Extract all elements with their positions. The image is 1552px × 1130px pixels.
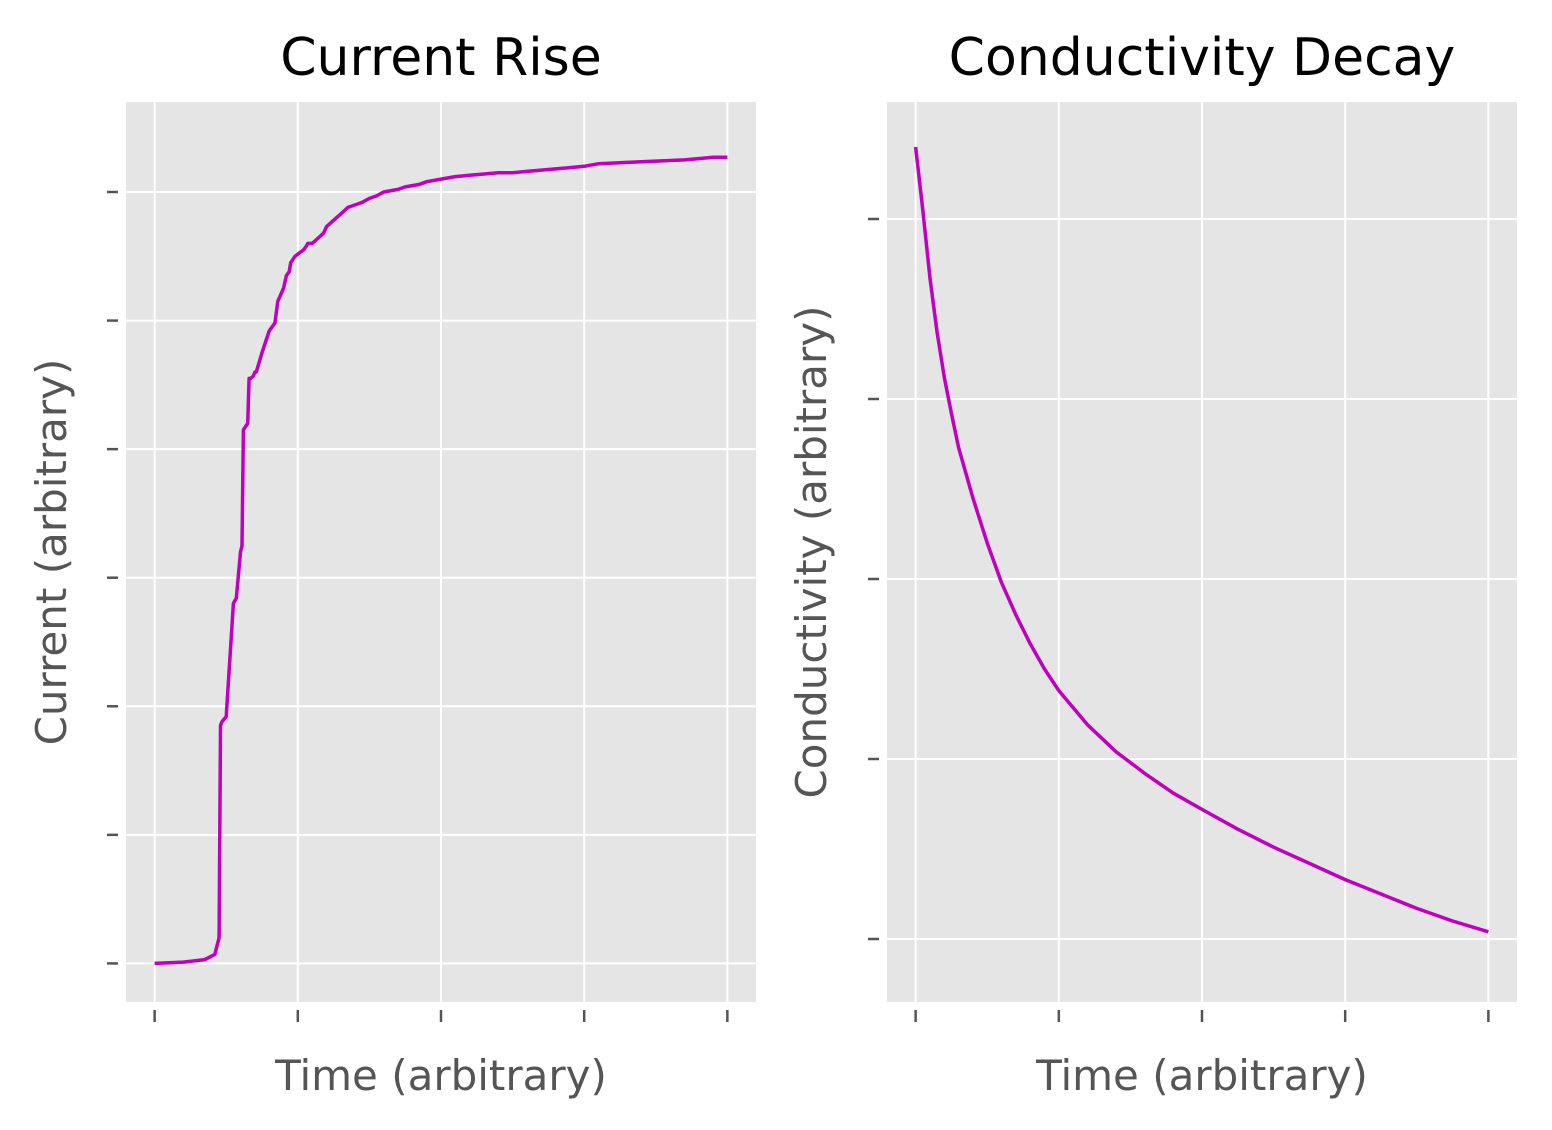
axis-ticks [868,217,1490,1022]
x-axis-label: Time (arbitrary) [1035,1051,1368,1100]
conductivity-decay-panel: Conductivity Decay Time (arbitrary) Cond… [787,28,1517,1100]
x-axis-label: Time (arbitrary) [274,1051,607,1100]
conductivity-series-line [913,146,1489,934]
y-axis-label: Current (arbitrary) [27,359,76,746]
current-rise-panel: Current Rise Time (arbitrary) Current (a… [27,28,756,1100]
chart-title: Current Rise [280,28,602,88]
y-axis-label: Conductivity (arbitrary) [787,305,836,798]
gridlines [126,102,756,1002]
gridlines [887,102,1517,1002]
current-series-line [154,155,728,966]
axis-ticks [107,190,729,1022]
chart-title: Conductivity Decay [949,28,1456,88]
